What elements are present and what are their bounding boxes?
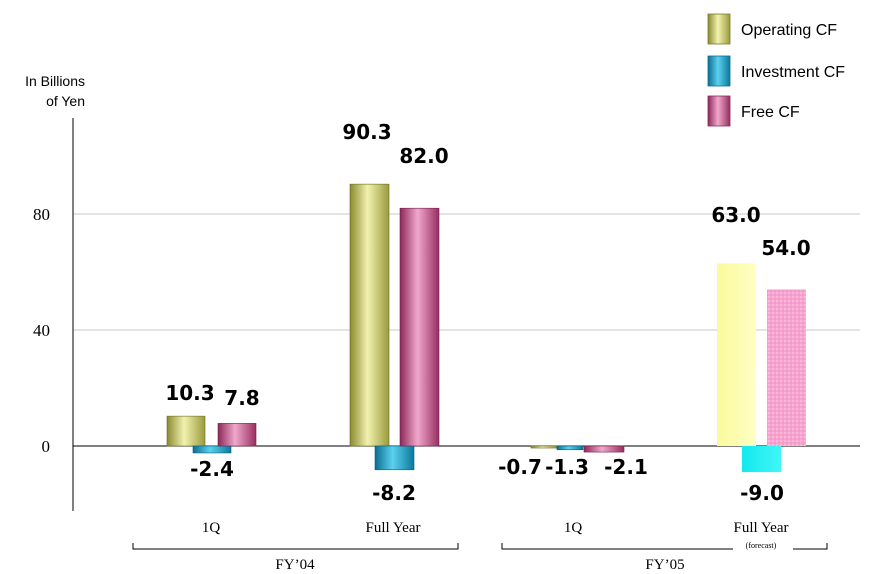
value-label-free-cf-fy05-full-year: 54.0 xyxy=(761,236,810,260)
bar-operating-cf-fy04-full-year xyxy=(349,183,390,447)
bar-free-cf-fy05-1q xyxy=(583,445,625,453)
value-label-free-cf-fy04-1q: 7.8 xyxy=(224,386,259,410)
category-label-fy04-1q: 1Q xyxy=(202,520,221,536)
bar-investment-cf-fy04-full-year xyxy=(374,445,415,471)
category-labels: 1Q Full Year 1Q Full Year (forecast) xyxy=(202,520,789,550)
bar-investment-cf-fy05-full-year xyxy=(742,446,781,473)
bar-operating-cf-fy05-1q xyxy=(530,445,558,449)
value-label-investment-cf-fy05-1q: -1.3 xyxy=(545,455,589,479)
bar-investment-cf-fy04-1q xyxy=(192,445,232,454)
value-label-investment-cf-fy04-1q: -2.4 xyxy=(190,457,234,481)
bar-free-cf-fy05-full-year xyxy=(767,289,806,446)
category-label-fy05-full-year: Full Year xyxy=(733,520,788,536)
value-label-operating-cf-fy05-1q: -0.7 xyxy=(498,455,542,479)
y-axis-unit-line1: In Billions xyxy=(25,73,85,89)
group-brackets xyxy=(132,543,828,550)
y-axis-unit-line2: of Yen xyxy=(46,93,85,109)
y-tick-label-40: 40 xyxy=(33,321,50,340)
legend-label-investment-cf: Investment CF xyxy=(741,64,845,81)
bars xyxy=(166,183,806,473)
value-label-investment-cf-fy04-full-year: -8.2 xyxy=(372,481,416,505)
legend: Operating CF Investment CF Free CF xyxy=(707,13,845,127)
value-label-operating-cf-fy05-full-year: 63.0 xyxy=(711,203,760,227)
value-label-investment-cf-fy05-full-year: -9.0 xyxy=(740,481,784,505)
bracket-fy05 xyxy=(501,543,828,550)
y-tick-label-80: 80 xyxy=(33,205,50,224)
group-label-fy05: FY’05 xyxy=(645,557,684,573)
bar-operating-cf-fy04-1q xyxy=(166,415,206,447)
group-label-fy04: FY’04 xyxy=(275,557,315,573)
legend-swatch-investment-cf xyxy=(707,55,731,87)
value-label-operating-cf-fy04-1q: 10.3 xyxy=(165,381,214,405)
value-label-operating-cf-fy04-full-year: 90.3 xyxy=(342,120,391,144)
bar-operating-cf-fy05-full-year xyxy=(717,263,756,446)
legend-label-operating-cf: Operating CF xyxy=(741,22,837,39)
bar-free-cf-fy04-1q xyxy=(217,423,257,447)
value-label-free-cf-fy05-1q: -2.1 xyxy=(604,455,648,479)
category-label-fy04-full-year: Full Year xyxy=(365,520,420,536)
bar-investment-cf-fy05-1q xyxy=(556,445,584,451)
legend-swatch-free-cf xyxy=(707,95,731,127)
bar-free-cf-fy04-full-year xyxy=(399,207,440,447)
category-label-fy05-1q: 1Q xyxy=(564,520,583,536)
y-tick-label-0: 0 xyxy=(42,437,51,456)
value-labels: 10.3 90.3 -0.7 63.0 -2.4 -8.2 -1.3 -9.0 7.8 82.0 -… xyxy=(165,120,810,505)
value-label-free-cf-fy04-full-year: 82.0 xyxy=(399,144,448,168)
legend-swatch-operating-cf xyxy=(707,13,731,45)
bracket-fy04 xyxy=(132,543,459,550)
y-axis-ticks: 0 40 80 xyxy=(33,205,50,456)
forecast-note: (forecast) xyxy=(746,541,777,550)
legend-label-free-cf: Free CF xyxy=(741,104,800,121)
